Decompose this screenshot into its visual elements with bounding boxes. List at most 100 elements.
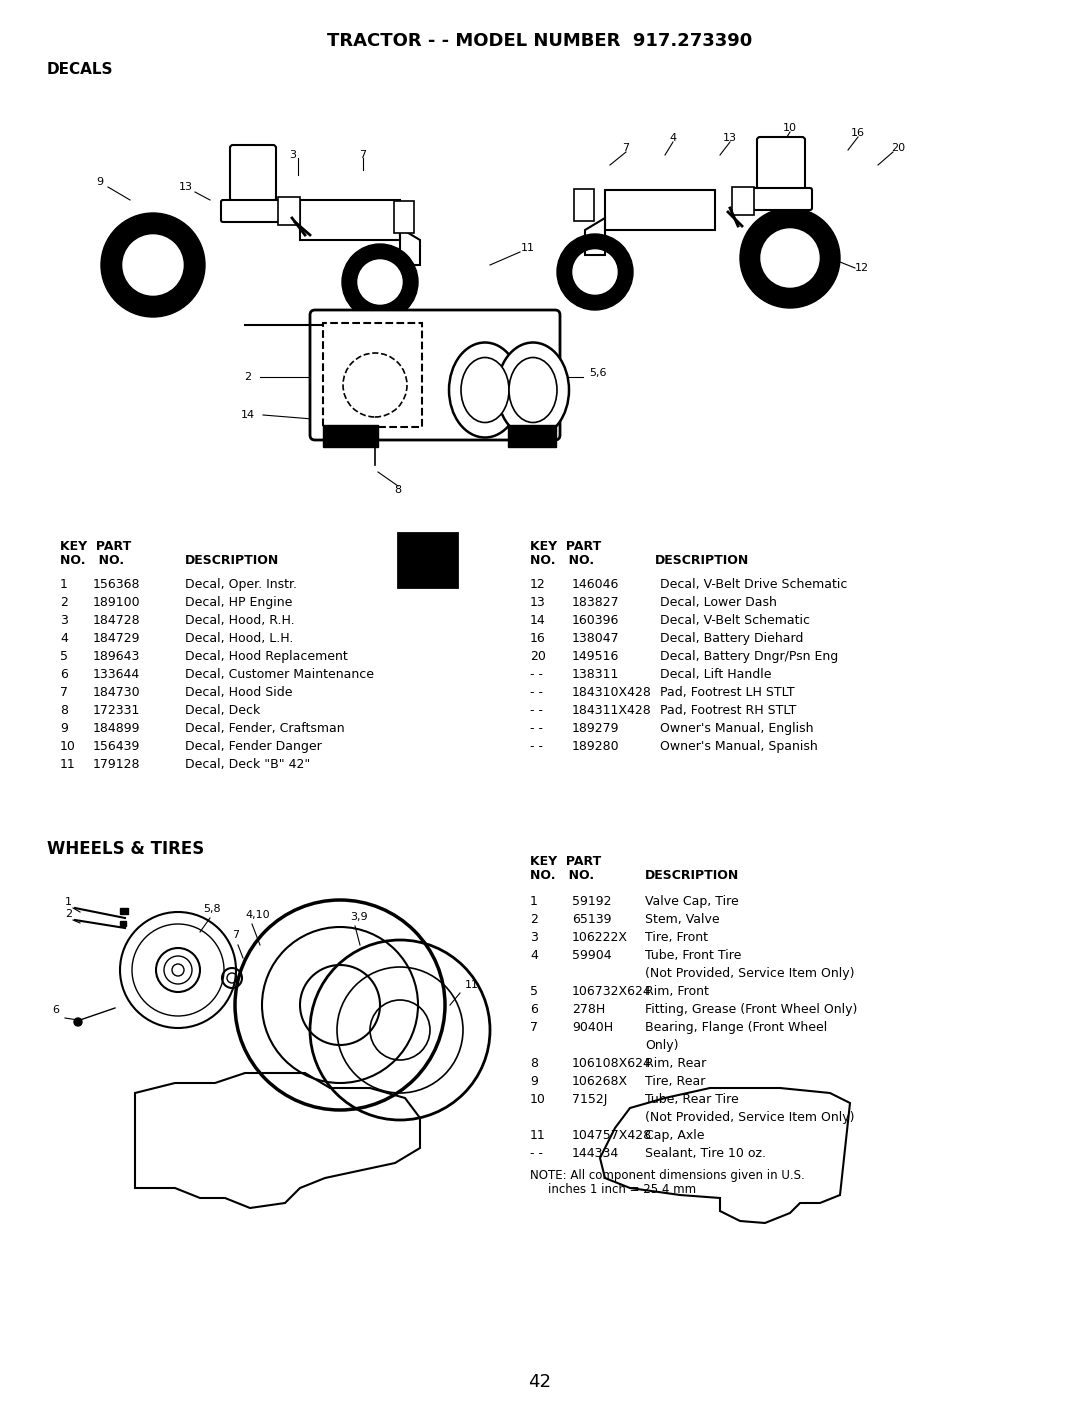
- FancyBboxPatch shape: [508, 425, 556, 448]
- Text: 1: 1: [530, 895, 538, 908]
- Text: 7: 7: [232, 930, 239, 940]
- Text: Only): Only): [645, 1040, 678, 1052]
- Text: inches 1 inch = 25.4 mm: inches 1 inch = 25.4 mm: [548, 1183, 697, 1195]
- Text: 6: 6: [60, 668, 68, 680]
- Text: 104757X428: 104757X428: [572, 1129, 652, 1142]
- Text: 3: 3: [530, 932, 538, 944]
- Text: 106222X: 106222X: [572, 932, 627, 944]
- Ellipse shape: [509, 358, 557, 422]
- Text: - -: - -: [530, 704, 543, 717]
- Text: 5,8: 5,8: [203, 904, 220, 913]
- Text: 184311X428: 184311X428: [572, 704, 651, 717]
- FancyBboxPatch shape: [120, 908, 129, 913]
- Text: 11: 11: [521, 243, 535, 253]
- Text: Decal, Fender Danger: Decal, Fender Danger: [185, 739, 322, 753]
- Text: Decal, Battery Dngr/Psn Eng: Decal, Battery Dngr/Psn Eng: [660, 650, 838, 664]
- Text: 10: 10: [783, 123, 797, 133]
- Text: 2: 2: [60, 596, 68, 609]
- Text: 11: 11: [465, 981, 480, 991]
- Text: 7: 7: [530, 1021, 538, 1034]
- Text: Decal, Fender, Craftsman: Decal, Fender, Craftsman: [185, 723, 345, 735]
- Text: 13: 13: [179, 182, 193, 192]
- FancyBboxPatch shape: [310, 310, 561, 441]
- Ellipse shape: [461, 358, 509, 422]
- Text: 106108X624: 106108X624: [572, 1056, 652, 1070]
- Text: 42: 42: [528, 1374, 552, 1390]
- Text: Rim, Front: Rim, Front: [645, 985, 708, 998]
- Text: 1: 1: [65, 897, 72, 906]
- Text: Rim, Rear: Rim, Rear: [645, 1056, 706, 1070]
- Text: 189643: 189643: [93, 650, 140, 664]
- Text: 189279: 189279: [572, 723, 620, 735]
- Text: 9040H: 9040H: [572, 1021, 613, 1034]
- Text: 6: 6: [530, 1003, 538, 1016]
- Text: Decal, Battery Diehard: Decal, Battery Diehard: [660, 631, 804, 645]
- Text: KEY  PART: KEY PART: [530, 540, 602, 553]
- Text: DESCRIPTION: DESCRIPTION: [654, 554, 750, 567]
- FancyBboxPatch shape: [753, 188, 812, 210]
- Text: Decal, Deck: Decal, Deck: [185, 704, 260, 717]
- Text: 11: 11: [60, 758, 76, 772]
- Text: 14: 14: [530, 615, 545, 627]
- Circle shape: [342, 244, 418, 320]
- Text: 3,9: 3,9: [350, 912, 367, 922]
- Text: 184730: 184730: [93, 686, 140, 699]
- Text: Bearing, Flange (Front Wheel: Bearing, Flange (Front Wheel: [645, 1021, 827, 1034]
- Ellipse shape: [449, 342, 521, 438]
- Text: - -: - -: [530, 668, 543, 680]
- Text: 5,6: 5,6: [590, 368, 607, 377]
- Text: 16: 16: [530, 631, 545, 645]
- Text: Stem, Valve: Stem, Valve: [645, 913, 719, 926]
- Text: 184310X428: 184310X428: [572, 686, 652, 699]
- Text: 9: 9: [530, 1075, 538, 1087]
- Text: 106732X624: 106732X624: [572, 985, 651, 998]
- Text: 149516: 149516: [572, 650, 619, 664]
- Text: Decal, Hood, L.H.: Decal, Hood, L.H.: [185, 631, 294, 645]
- Text: - -: - -: [530, 1148, 543, 1160]
- Text: 7: 7: [622, 143, 630, 153]
- Text: Decal, Hood Side: Decal, Hood Side: [185, 686, 293, 699]
- Text: 172331: 172331: [93, 704, 140, 717]
- Text: 4,10: 4,10: [245, 911, 270, 920]
- FancyBboxPatch shape: [300, 201, 400, 240]
- Text: Decal, V-Belt Drive Schematic: Decal, V-Belt Drive Schematic: [660, 578, 848, 591]
- FancyBboxPatch shape: [732, 187, 754, 215]
- Text: Owner's Manual, Spanish: Owner's Manual, Spanish: [660, 739, 818, 753]
- Text: 1: 1: [60, 578, 68, 591]
- Text: 106268X: 106268X: [572, 1075, 629, 1087]
- Text: 9: 9: [96, 177, 104, 187]
- Text: 2: 2: [65, 909, 72, 919]
- Circle shape: [75, 1019, 82, 1026]
- Text: Tire, Front: Tire, Front: [645, 932, 708, 944]
- Text: 4: 4: [530, 948, 538, 962]
- Text: 13: 13: [530, 596, 545, 609]
- Text: Tube, Rear Tire: Tube, Rear Tire: [645, 1093, 739, 1106]
- Text: 189100: 189100: [93, 596, 140, 609]
- Text: - -: - -: [530, 739, 543, 753]
- Text: 59192: 59192: [572, 895, 611, 908]
- Text: Decal, Deck "B" 42": Decal, Deck "B" 42": [185, 758, 310, 772]
- Text: Decal, Hood, R.H.: Decal, Hood, R.H.: [185, 615, 295, 627]
- Circle shape: [740, 208, 840, 309]
- FancyBboxPatch shape: [221, 201, 280, 222]
- Text: 20: 20: [891, 143, 905, 153]
- Text: 10: 10: [60, 739, 76, 753]
- Text: 16: 16: [851, 128, 865, 137]
- Text: 278H: 278H: [572, 1003, 605, 1016]
- Text: 7: 7: [360, 150, 366, 160]
- Text: 156368: 156368: [93, 578, 140, 591]
- Text: 2: 2: [244, 372, 252, 382]
- Text: 184729: 184729: [93, 631, 140, 645]
- Text: 7152J: 7152J: [572, 1093, 607, 1106]
- Text: Decal, Lower Dash: Decal, Lower Dash: [660, 596, 777, 609]
- Circle shape: [357, 260, 402, 304]
- Text: DECALS: DECALS: [48, 62, 113, 77]
- Text: WHEELS & TIRES: WHEELS & TIRES: [48, 840, 204, 859]
- Text: 12: 12: [855, 262, 869, 274]
- Text: 8: 8: [530, 1056, 538, 1070]
- Text: 7: 7: [60, 686, 68, 699]
- Text: 2: 2: [530, 913, 538, 926]
- Text: - -: - -: [530, 723, 543, 735]
- Text: 9: 9: [60, 723, 68, 735]
- Text: 160396: 160396: [572, 615, 619, 627]
